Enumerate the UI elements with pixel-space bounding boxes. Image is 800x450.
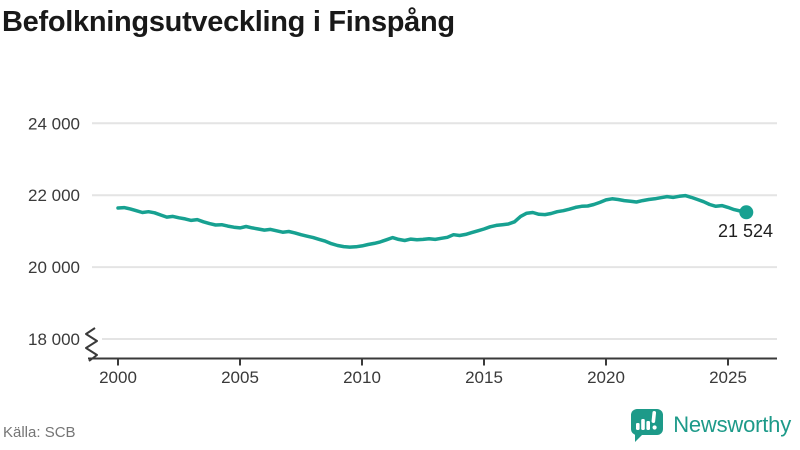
y-axis-tick-label: 24 000 [28,114,80,133]
latest-value-label: 21 524 [717,221,773,241]
y-axis-tick-label: 22 000 [28,186,80,205]
y-axis-tick-label: 20 000 [28,258,80,277]
x-axis-tick-label: 2025 [709,368,747,387]
x-axis-tick-label: 2010 [343,368,381,387]
newsworthy-logo-icon [631,409,664,442]
newsworthy-wordmark: Newsworthy [673,412,791,437]
axis-break-icon [85,327,98,362]
population-line [116,193,749,249]
x-axis-tick-label: 2015 [465,368,503,387]
x-axis-tick-label: 2020 [587,368,625,387]
x-axis-tick-label: 2000 [99,368,137,387]
y-axis-tick-label: 18 000 [28,330,80,349]
source-note: Källa: SCB [3,424,76,441]
page-title: Befolkningsutveckling i Finspång [2,6,455,38]
newsworthy-logo[interactable]: Newsworthy [630,406,791,444]
end-point-dot [739,205,754,220]
x-axis-tick-label: 2005 [221,368,259,387]
